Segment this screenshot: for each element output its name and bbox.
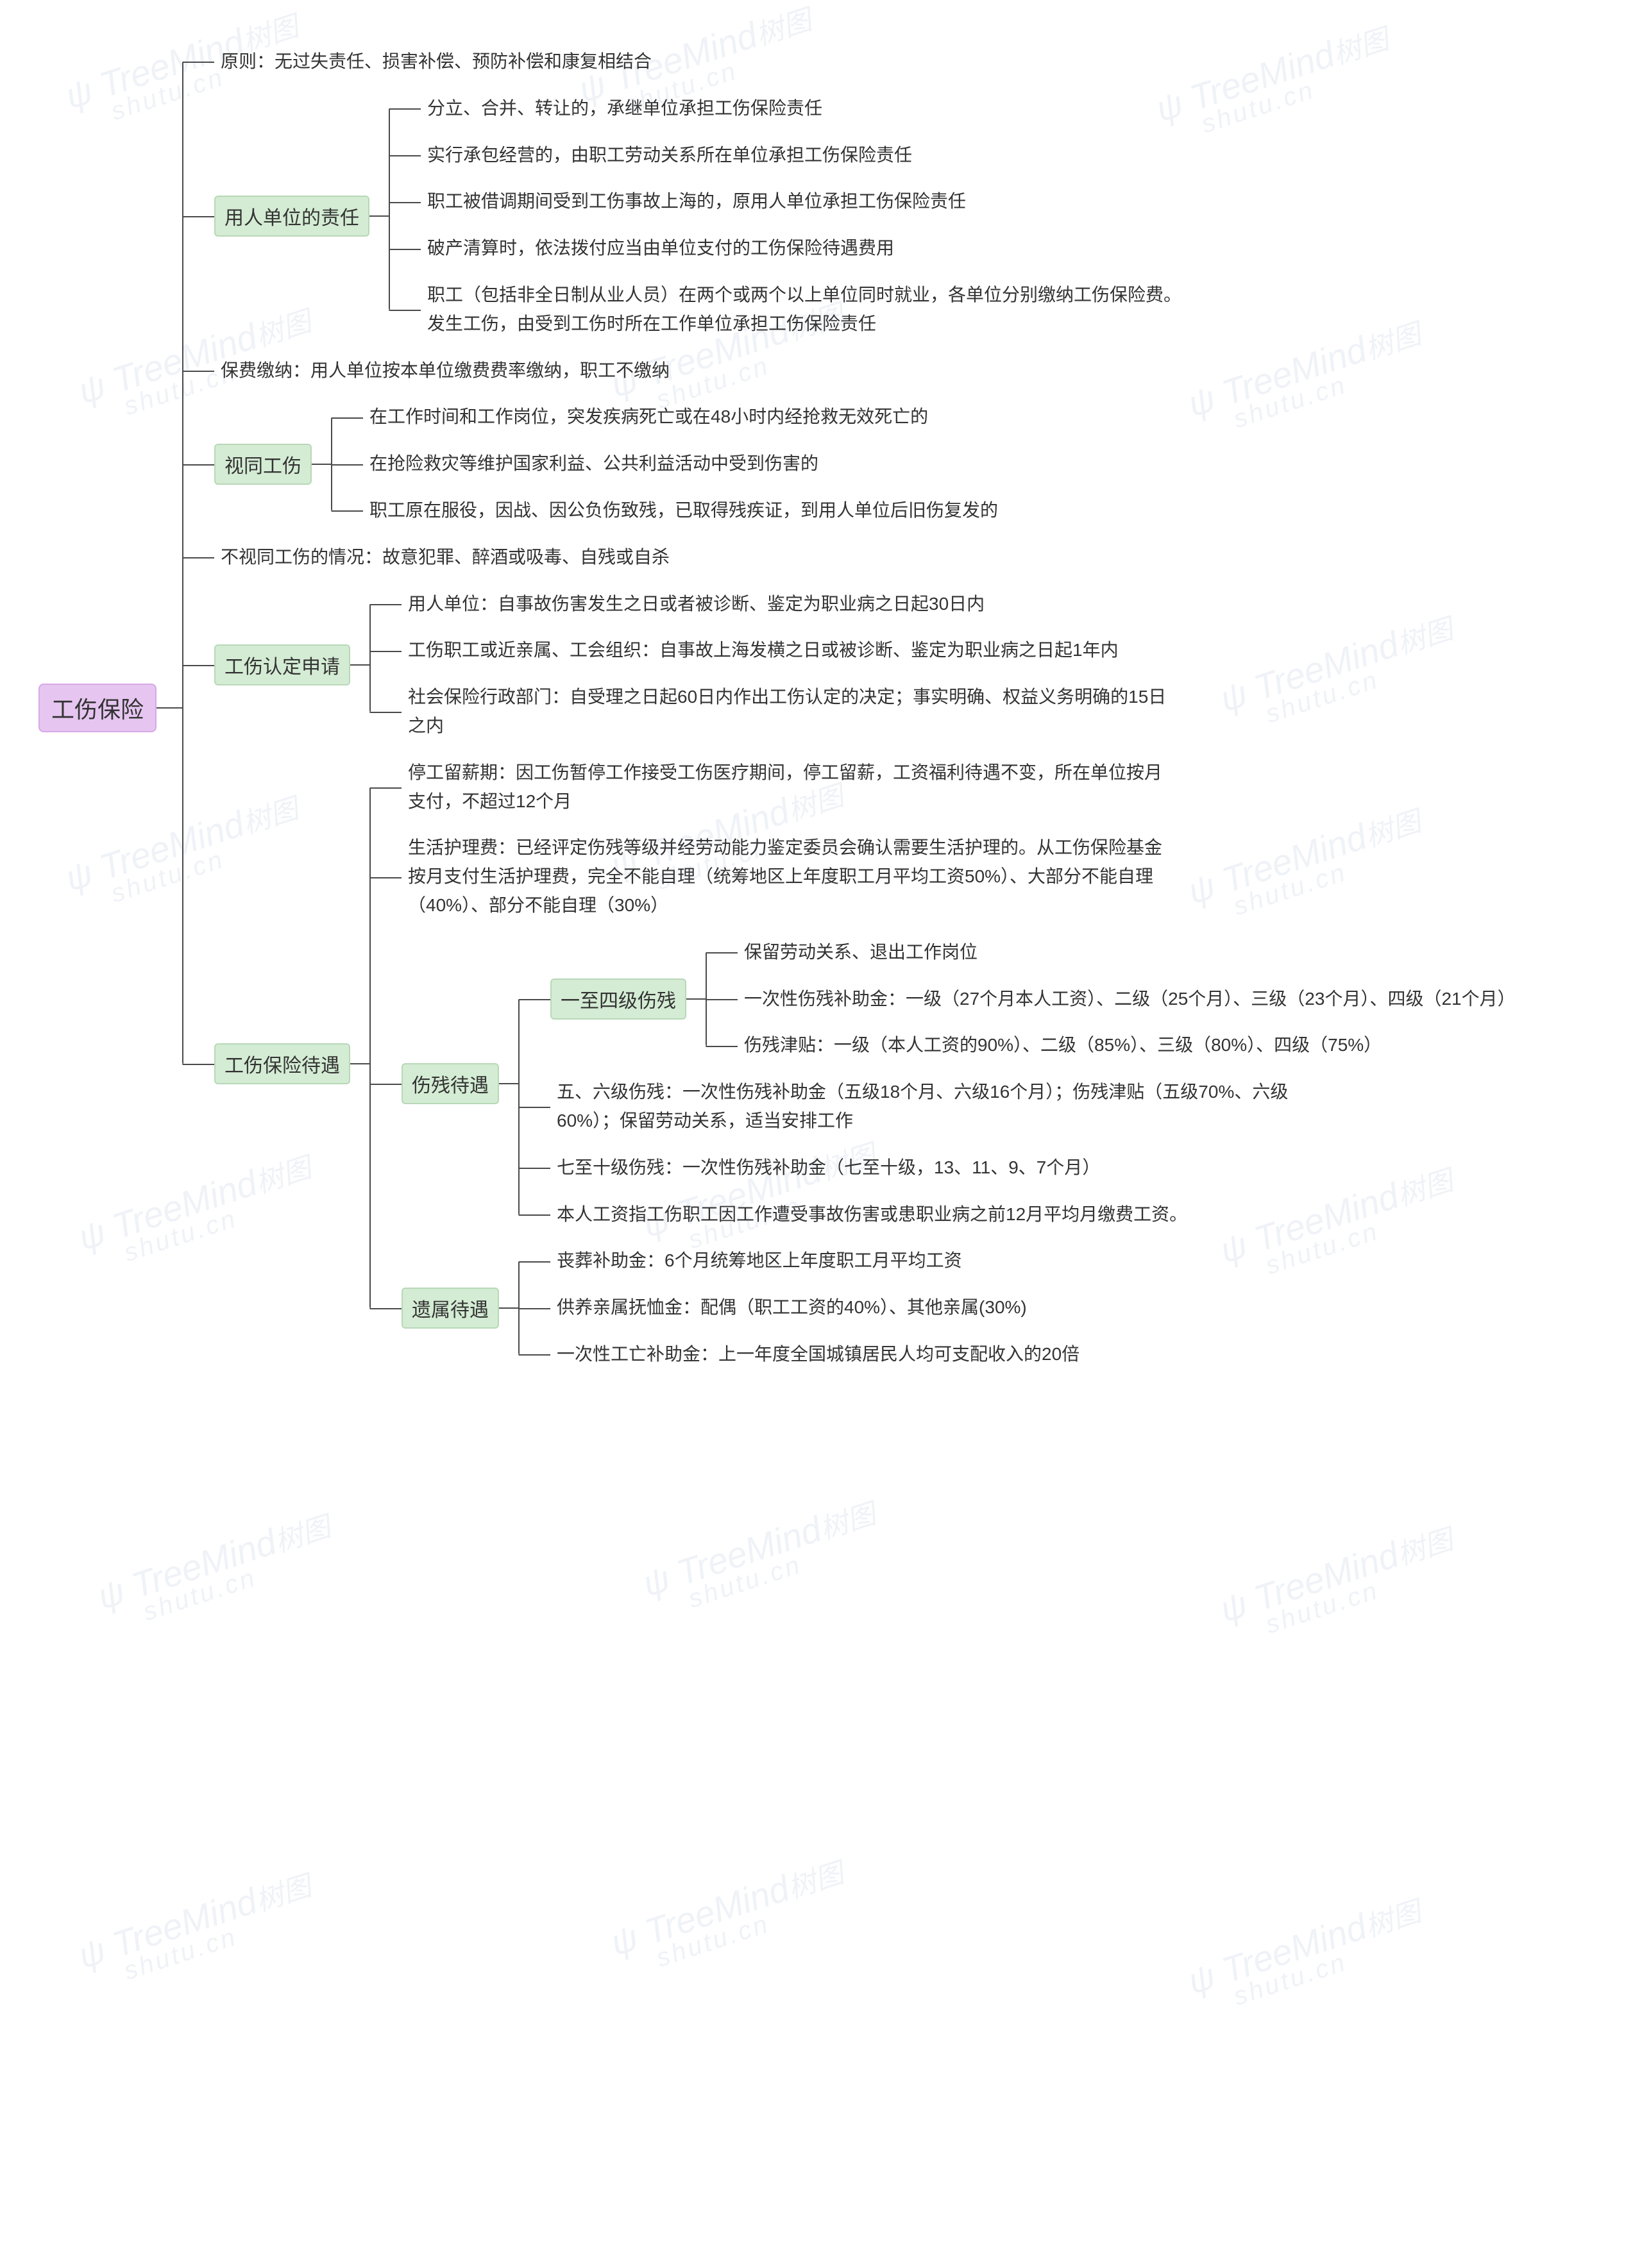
watermark: ψ TreeMind树图shutu.cn — [638, 1490, 887, 1626]
mindmap-root-container: 工伤保险 原则：无过失责任、损害补偿、预防补偿和康复相结合用人单位的责任分立、合… — [38, 38, 1616, 1378]
leaf-node: 生活护理费：已经评定伤残等级并经劳动能力鉴定委员会确认需要生活护理的。从工伤保险… — [402, 825, 1171, 928]
leaf-node: 七至十级伤残：一次性伤残补助金（七至十级，13、11、9、7个月） — [550, 1145, 1100, 1191]
connector — [350, 664, 369, 666]
leaf-node: 职工原在服役，因战、因公负伤致残，已取得残疾证，到用人单位后旧伤复发的 — [363, 487, 998, 534]
children-group: 停工留薪期：因工伤暂停工作接受工伤医疗期间，停工留薪，工资福利待遇不变，所在单位… — [369, 750, 1507, 1378]
leaf-node: 分立、合并、转让的，承继单位承担工伤保险责任 — [421, 85, 822, 132]
tree-branch: 本人工资指工伤职工因工作遭受事故伤害或患职业病之前12月平均月缴费工资。 — [518, 1191, 1507, 1238]
leaf-node: 职工被借调期间受到工伤事故上海的，原用人单位承担工伤保险责任 — [421, 178, 966, 225]
leaf-node: 工伤职工或近亲属、工会组织：自事故上海发横之日或被诊断、鉴定为职业病之日起1年内 — [402, 627, 1119, 674]
branch-node: 视同工伤 — [214, 444, 312, 485]
node-wrap: 遗属待遇 — [402, 1288, 518, 1329]
tree-branch: 伤残待遇一至四级伤残保留劳动关系、退出工作岗位一次性伤残补助金：一级（27个月本… — [369, 929, 1507, 1238]
leaf-node: 丧葬补助金：6个月统筹地区上年度职工月平均工资 — [550, 1238, 962, 1284]
tree-branch: 保留劳动关系、退出工作岗位 — [706, 929, 1507, 976]
tree-branch: 停工留薪期：因工伤暂停工作接受工伤医疗期间，停工留薪，工资福利待遇不变，所在单位… — [369, 750, 1507, 825]
connector — [312, 464, 331, 465]
leaf-node: 一次性工亡补助金：上一年度全国城镇居民人均可支配收入的20倍 — [550, 1331, 1079, 1378]
tree-branch: 一至四级伤残保留劳动关系、退出工作岗位一次性伤残补助金：一级（27个月本人工资）… — [518, 929, 1507, 1069]
tree-branch: 在抢险救灾等维护国家利益、公共利益活动中受到伤害的 — [331, 441, 998, 487]
leaf-node: 在抢险救灾等维护国家利益、公共利益活动中受到伤害的 — [363, 441, 818, 487]
tree-branch: 一次性伤残补助金：一级（27个月本人工资）、二级（25个月）、三级（23个月）、… — [706, 976, 1507, 1023]
tree-branch: 供养亲属抚恤金：配偶（职工工资的40%）、其他亲属(30%) — [518, 1284, 1079, 1331]
branch-node: 工伤保险待遇 — [214, 1043, 350, 1084]
connector — [686, 998, 706, 1000]
leaf-node: 破产清算时，依法拨付应当由单位支付的工伤保险待遇费用 — [421, 225, 894, 272]
branch-node: 工伤认定申请 — [214, 644, 350, 685]
tree-branch: 用人单位：自事故伤害发生之日或者被诊断、鉴定为职业病之日起30日内 — [369, 581, 1171, 628]
leaf-node: 保费缴纳：用人单位按本单位缴费费率缴纳，职工不缴纳 — [214, 348, 670, 394]
tree-branch: 在工作时间和工作岗位，突发疾病死亡或在48小时内经抢救无效死亡的 — [331, 394, 998, 441]
tree-branch: 伤残津贴：一级（本人工资的90%）、二级（85%）、三级（80%）、四级（75%… — [706, 1022, 1507, 1069]
leaf-node: 伤残津贴：一级（本人工资的90%）、二级（85%）、三级（80%）、四级（75%… — [738, 1022, 1382, 1069]
branch-node: 遗属待遇 — [402, 1288, 499, 1329]
leaf-node: 本人工资指工伤职工因工作遭受事故伤害或患职业病之前12月平均月缴费工资。 — [550, 1191, 1187, 1238]
tree-branch: 分立、合并、转让的，承继单位承担工伤保险责任 — [389, 85, 1190, 132]
tree-branch: 职工原在服役，因战、因公负伤致残，已取得残疾证，到用人单位后旧伤复发的 — [331, 487, 998, 534]
connector — [369, 215, 389, 217]
leaf-node: 五、六级伤残：一次性伤残补助金（五级18个月、六级16个月）；伤残津贴（五级70… — [550, 1069, 1320, 1145]
children-group: 在工作时间和工作岗位，突发疾病死亡或在48小时内经抢救无效死亡的在抢险救灾等维护… — [331, 394, 998, 533]
leaf-node: 停工留薪期：因工伤暂停工作接受工伤医疗期间，停工留薪，工资福利待遇不变，所在单位… — [402, 750, 1171, 825]
tree-branch: 工伤认定申请用人单位：自事故伤害发生之日或者被诊断、鉴定为职业病之日起30日内工… — [182, 581, 1507, 750]
root-node: 工伤保险 — [38, 684, 157, 732]
node-wrap: 伤残待遇 — [402, 1063, 518, 1104]
connector — [350, 1063, 369, 1064]
leaf-node: 供养亲属抚恤金：配偶（职工工资的40%）、其他亲属(30%) — [550, 1284, 1027, 1331]
node-wrap: 工伤认定申请 — [214, 644, 369, 685]
node-wrap: 一至四级伤残 — [550, 979, 706, 1020]
tree-branch: 保费缴纳：用人单位按本单位缴费费率缴纳，职工不缴纳 — [182, 348, 1507, 394]
tree-branch: 不视同工伤的情况：故意犯罪、醉酒或吸毒、自残或自杀 — [182, 534, 1507, 581]
tree-branch: 五、六级伤残：一次性伤残补助金（五级18个月、六级16个月）；伤残津贴（五级70… — [518, 1069, 1507, 1145]
node-wrap: 用人单位的责任 — [214, 196, 389, 237]
children-group: 丧葬补助金：6个月统筹地区上年度职工月平均工资供养亲属抚恤金：配偶（职工工资的4… — [518, 1238, 1079, 1377]
leaf-node: 不视同工伤的情况：故意犯罪、醉酒或吸毒、自残或自杀 — [214, 534, 670, 581]
leaf-node: 职工（包括非全日制从业人员）在两个或两个以上单位同时就业，各单位分别缴纳工伤保险… — [421, 272, 1190, 348]
root-connector — [157, 707, 182, 709]
watermark: ψ TreeMind树图shutu.cn — [1215, 1516, 1464, 1652]
children-group: 一至四级伤残保留劳动关系、退出工作岗位一次性伤残补助金：一级（27个月本人工资）… — [518, 929, 1507, 1238]
leaf-node: 一次性伤残补助金：一级（27个月本人工资）、二级（25个月）、三级（23个月）、… — [738, 976, 1507, 1023]
leaf-node: 在工作时间和工作岗位，突发疾病死亡或在48小时内经抢救无效死亡的 — [363, 394, 928, 441]
tree-branch: 实行承包经营的，由职工劳动关系所在单位承担工伤保险责任 — [389, 132, 1190, 179]
tree-branch: 工伤职工或近亲属、工会组织：自事故上海发横之日或被诊断、鉴定为职业病之日起1年内 — [369, 627, 1171, 674]
leaf-node: 用人单位：自事故伤害发生之日或者被诊断、鉴定为职业病之日起30日内 — [402, 581, 985, 628]
tree-branch: 职工被借调期间受到工伤事故上海的，原用人单位承担工伤保险责任 — [389, 178, 1190, 225]
branch-node: 伤残待遇 — [402, 1063, 499, 1104]
leaf-node: 保留劳动关系、退出工作岗位 — [738, 929, 978, 976]
tree-branch: 丧葬补助金：6个月统筹地区上年度职工月平均工资 — [518, 1238, 1079, 1284]
watermark: ψ TreeMind树图shutu.cn — [92, 1503, 342, 1639]
children-group: 分立、合并、转让的，承继单位承担工伤保险责任实行承包经营的，由职工劳动关系所在单… — [389, 85, 1190, 348]
tree-branch: 用人单位的责任分立、合并、转让的，承继单位承担工伤保险责任实行承包经营的，由职工… — [182, 85, 1507, 348]
watermark: ψ TreeMind树图shutu.cn — [73, 1862, 323, 1998]
tree-branch: 遗属待遇丧葬补助金：6个月统筹地区上年度职工月平均工资供养亲属抚恤金：配偶（职工… — [369, 1238, 1507, 1377]
connector — [499, 1083, 518, 1084]
branch-node: 用人单位的责任 — [214, 196, 369, 237]
tree-branch: 工伤保险待遇 停工留薪期：因工伤暂停工作接受工伤医疗期间，停工留薪，工资福利待遇不… — [182, 750, 1507, 1378]
watermark: ψ TreeMind树图shutu.cn — [1183, 1888, 1432, 2024]
tree-branch: 一次性工亡补助金：上一年度全国城镇居民人均可支配收入的20倍 — [518, 1331, 1079, 1378]
tree-branch: 破产清算时，依法拨付应当由单位支付的工伤保险待遇费用 — [389, 225, 1190, 272]
level1-children: 原则：无过失责任、损害补偿、预防补偿和康复相结合用人单位的责任分立、合并、转让的… — [182, 38, 1507, 1378]
tree-branch: 视同工伤在工作时间和工作岗位，突发疾病死亡或在48小时内经抢救无效死亡的在抢险救… — [182, 394, 1507, 533]
leaf-node: 社会保险行政部门：自受理之日起60日内作出工伤认定的决定；事实明确、权益义务明确… — [402, 674, 1171, 750]
tree-branch: 社会保险行政部门：自受理之日起60日内作出工伤认定的决定；事实明确、权益义务明确… — [369, 674, 1171, 750]
tree-branch: 职工（包括非全日制从业人员）在两个或两个以上单位同时就业，各单位分别缴纳工伤保险… — [389, 272, 1190, 348]
tree-branch: 七至十级伤残：一次性伤残补助金（七至十级，13、11、9、7个月） — [518, 1145, 1507, 1191]
children-group: 用人单位：自事故伤害发生之日或者被诊断、鉴定为职业病之日起30日内工伤职工或近亲… — [369, 581, 1171, 750]
connector — [499, 1307, 518, 1309]
branch-node: 一至四级伤残 — [550, 979, 686, 1020]
node-wrap: 视同工伤 — [214, 444, 331, 485]
watermark: ψ TreeMind树图shutu.cn — [605, 1849, 855, 1985]
leaf-node: 实行承包经营的，由职工劳动关系所在单位承担工伤保险责任 — [421, 132, 912, 179]
node-wrap: 工伤保险待遇 — [214, 1043, 369, 1084]
tree-branch: 生活护理费：已经评定伤残等级并经劳动能力鉴定委员会确认需要生活护理的。从工伤保险… — [369, 825, 1507, 928]
children-group: 保留劳动关系、退出工作岗位一次性伤残补助金：一级（27个月本人工资）、二级（25… — [706, 929, 1507, 1069]
tree-branch: 原则：无过失责任、损害补偿、预防补偿和康复相结合 — [182, 38, 1507, 85]
leaf-node: 原则：无过失责任、损害补偿、预防补偿和康复相结合 — [214, 38, 652, 85]
